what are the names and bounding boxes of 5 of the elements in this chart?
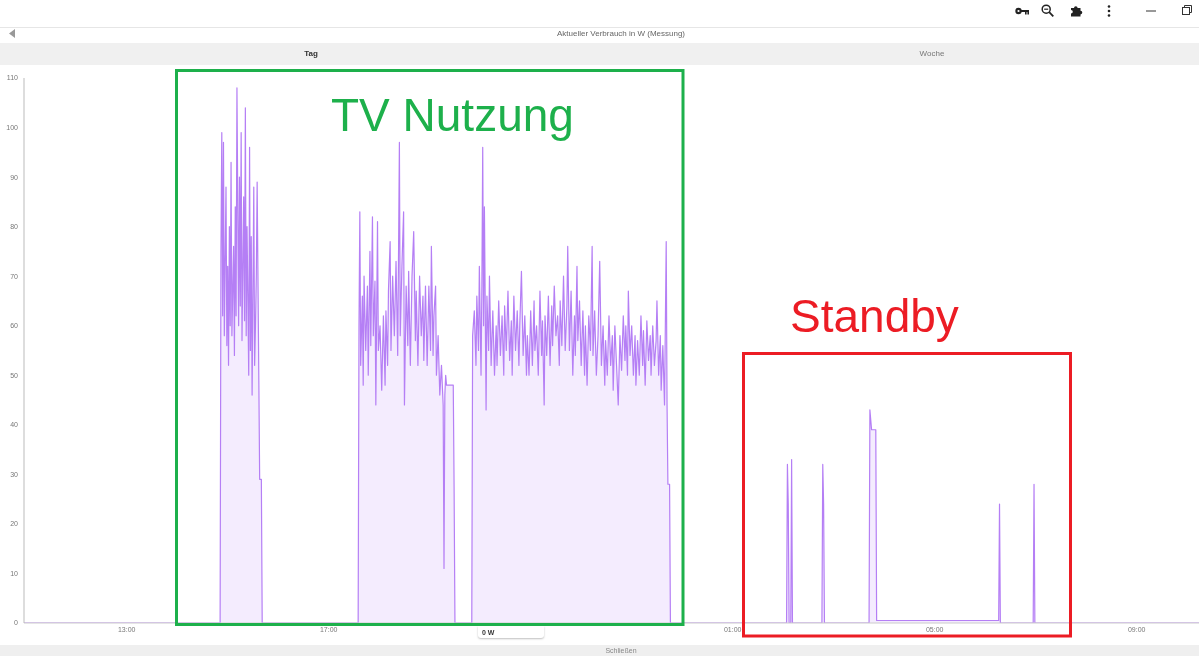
text: Woche bbox=[919, 49, 945, 58]
text: Tag bbox=[304, 49, 318, 58]
annotation: TV Nutzung bbox=[331, 89, 574, 141]
annotation: Standby bbox=[790, 290, 959, 342]
chart-title: Aktueller Verbrauch in W (Messung) bbox=[556, 29, 686, 38]
